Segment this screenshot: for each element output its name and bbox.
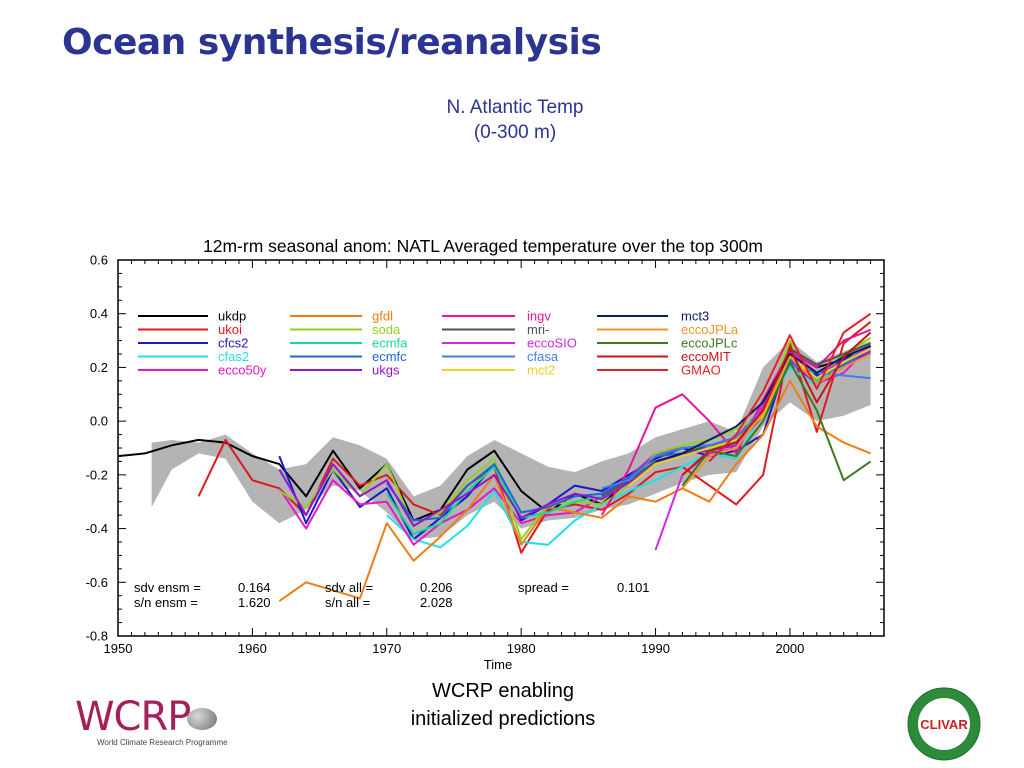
y-tick-label: 0.2: [90, 360, 108, 375]
stat-value: 0.101: [617, 580, 650, 595]
x-axis-label: Time: [484, 657, 512, 672]
series-line-cfas2: [386, 347, 872, 549]
stat-label: spread =: [518, 580, 569, 595]
series-line-ingv: [600, 328, 871, 516]
y-tick-label: -0.2: [86, 467, 108, 482]
series-line-gfdl: [278, 379, 871, 602]
x-tick-label: 1980: [507, 641, 536, 656]
series-line-gmao: [708, 312, 872, 463]
legend-label-ecmfc: ecmfc: [372, 349, 407, 364]
legend-label-ukoi: ukoi: [218, 322, 242, 337]
series-line-eccomit: [681, 331, 872, 476]
wcrp-logo: WCRP World Climate Research Programme: [75, 694, 255, 750]
chart-subtitle: N. Atlantic Temp (0-300 m): [380, 95, 650, 145]
globe-icon: [187, 708, 217, 730]
stat-label: s/n ensm =: [134, 595, 198, 610]
series-line-cfcs2: [278, 350, 871, 541]
x-tick-label: 1960: [238, 641, 267, 656]
chart-title: 12m-rm seasonal anom: NATL Averaged temp…: [203, 236, 763, 256]
y-tick-label: -0.6: [86, 575, 108, 590]
x-tick-label: 1970: [372, 641, 401, 656]
stat-value: 0.206: [420, 580, 453, 595]
legend-label-ukgs: ukgs: [372, 363, 400, 378]
series-line-mct3: [655, 344, 871, 463]
legend-label-cfas2: cfas2: [218, 349, 249, 364]
legend-label-eccojpla: eccoJPLa: [681, 322, 739, 337]
y-tick-label: 0.0: [90, 414, 108, 429]
y-tick-label: -0.8: [86, 629, 108, 644]
legend-label-ecmfa: ecmfa: [372, 336, 408, 351]
clivar-wordmark: CLIVAR: [920, 717, 968, 732]
wcrp-subtitle: World Climate Research Programme: [97, 738, 228, 747]
wcrp-wordmark: WCRP: [75, 694, 191, 740]
legend-label-gfdl: gfdl: [372, 309, 393, 324]
legend-label-soda: soda: [372, 322, 401, 337]
x-tick-label: 1990: [641, 641, 670, 656]
stat-value: 0.164: [238, 580, 271, 595]
legend-label-gmao: GMAO: [681, 363, 721, 378]
stat-value: 1.620: [238, 595, 271, 610]
legend-label-eccosio: eccoSIO: [527, 336, 577, 351]
series-line-eccojplc: [681, 361, 872, 487]
legend-label-mri-: mri-: [527, 322, 549, 337]
slide-caption: WCRP enabling initialized predictions: [372, 677, 634, 733]
series-line-ecmfc: [385, 347, 872, 522]
stat-label: sdv ensm =: [134, 580, 201, 595]
y-tick-label: -0.4: [86, 521, 108, 536]
legend-label-ecco50y: ecco50y: [218, 363, 267, 378]
legend-label-eccomit: eccoMIT: [681, 349, 731, 364]
clivar-logo: CLIVAR: [907, 687, 981, 761]
subtitle-line-2: (0-300 m): [473, 122, 557, 143]
legend-label-ingv: ingv: [527, 309, 551, 324]
series-line-eccojpla: [681, 353, 872, 489]
stat-value: 2.028: [420, 595, 453, 610]
legend-label-cfcs2: cfcs2: [218, 336, 248, 351]
caption-line-2: initialized predictions: [410, 708, 596, 730]
legend-label-ukdp: ukdp: [218, 309, 246, 324]
legend-label-cfasa: cfasa: [527, 349, 559, 364]
stat-label: sdv all =: [325, 580, 373, 595]
subtitle-line-1: N. Atlantic Temp: [446, 97, 584, 118]
legend-label-mct3: mct3: [681, 309, 709, 324]
y-tick-label: 0.6: [90, 253, 108, 268]
legend-label-eccojplc: eccoJPLc: [681, 336, 738, 351]
caption-line-1: WCRP enabling: [432, 680, 574, 702]
slide-title: Ocean synthesis/reanalysis: [62, 22, 602, 63]
x-tick-label: 2000: [775, 641, 804, 656]
legend-label-mct2: mct2: [527, 363, 555, 378]
stat-label: s/n all =: [325, 595, 370, 610]
y-tick-label: 0.4: [90, 306, 108, 321]
x-tick-label: 1950: [104, 641, 133, 656]
